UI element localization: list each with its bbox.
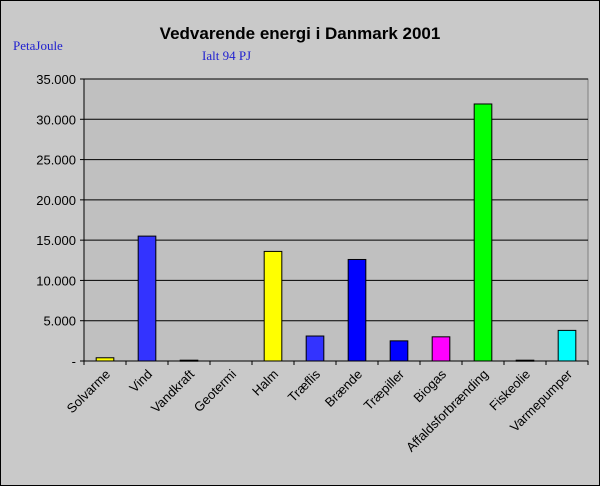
x-tick-label: Vind — [126, 367, 155, 396]
x-tick-label: Brænde — [322, 367, 365, 410]
chart-subtitle: Ialt 94 PJ — [202, 48, 251, 63]
x-tick-label: Træflis — [285, 366, 324, 405]
x-tick-label: Affaldsforbrænding — [403, 367, 491, 455]
grid-lines — [84, 78, 588, 322]
y-tick-label: 10.000 — [36, 273, 76, 288]
bar — [347, 258, 367, 362]
y-tick-labels: - 5.000 10.000 15.000 20.000 25.000 30.000 35.0… — [36, 72, 76, 369]
axes — [80, 78, 589, 365]
x-tick-label: Vandkraft — [148, 366, 198, 416]
chart-title: Vedvarende energi i Danmark 2001 — [160, 24, 441, 43]
x-tick-label: Solvarme — [64, 367, 113, 416]
y-tick-label: 20.000 — [36, 193, 76, 208]
y-tick-label: 5.000 — [43, 314, 76, 329]
plot-area — [83, 78, 589, 362]
bar — [137, 235, 157, 362]
bars — [95, 103, 577, 362]
y-tick-label: 30.000 — [36, 112, 76, 127]
y-tick-label: 15.000 — [36, 233, 76, 248]
y-tick-label: 25.000 — [36, 153, 76, 168]
y-tick-label: 35.000 — [36, 72, 76, 87]
bar — [389, 340, 409, 362]
bar — [431, 336, 451, 362]
bar — [557, 329, 577, 362]
bar — [263, 250, 283, 362]
bar — [305, 335, 325, 362]
x-tick-label: Biogas — [410, 366, 449, 405]
x-tick-label: Halm — [249, 367, 281, 399]
y-unit-label: PetaJoule — [13, 38, 63, 53]
x-tick-label: Træpiller — [361, 366, 408, 413]
bar — [473, 103, 493, 362]
y-tick-label: - — [72, 354, 76, 369]
x-tick-label: Geotermi — [191, 366, 239, 414]
